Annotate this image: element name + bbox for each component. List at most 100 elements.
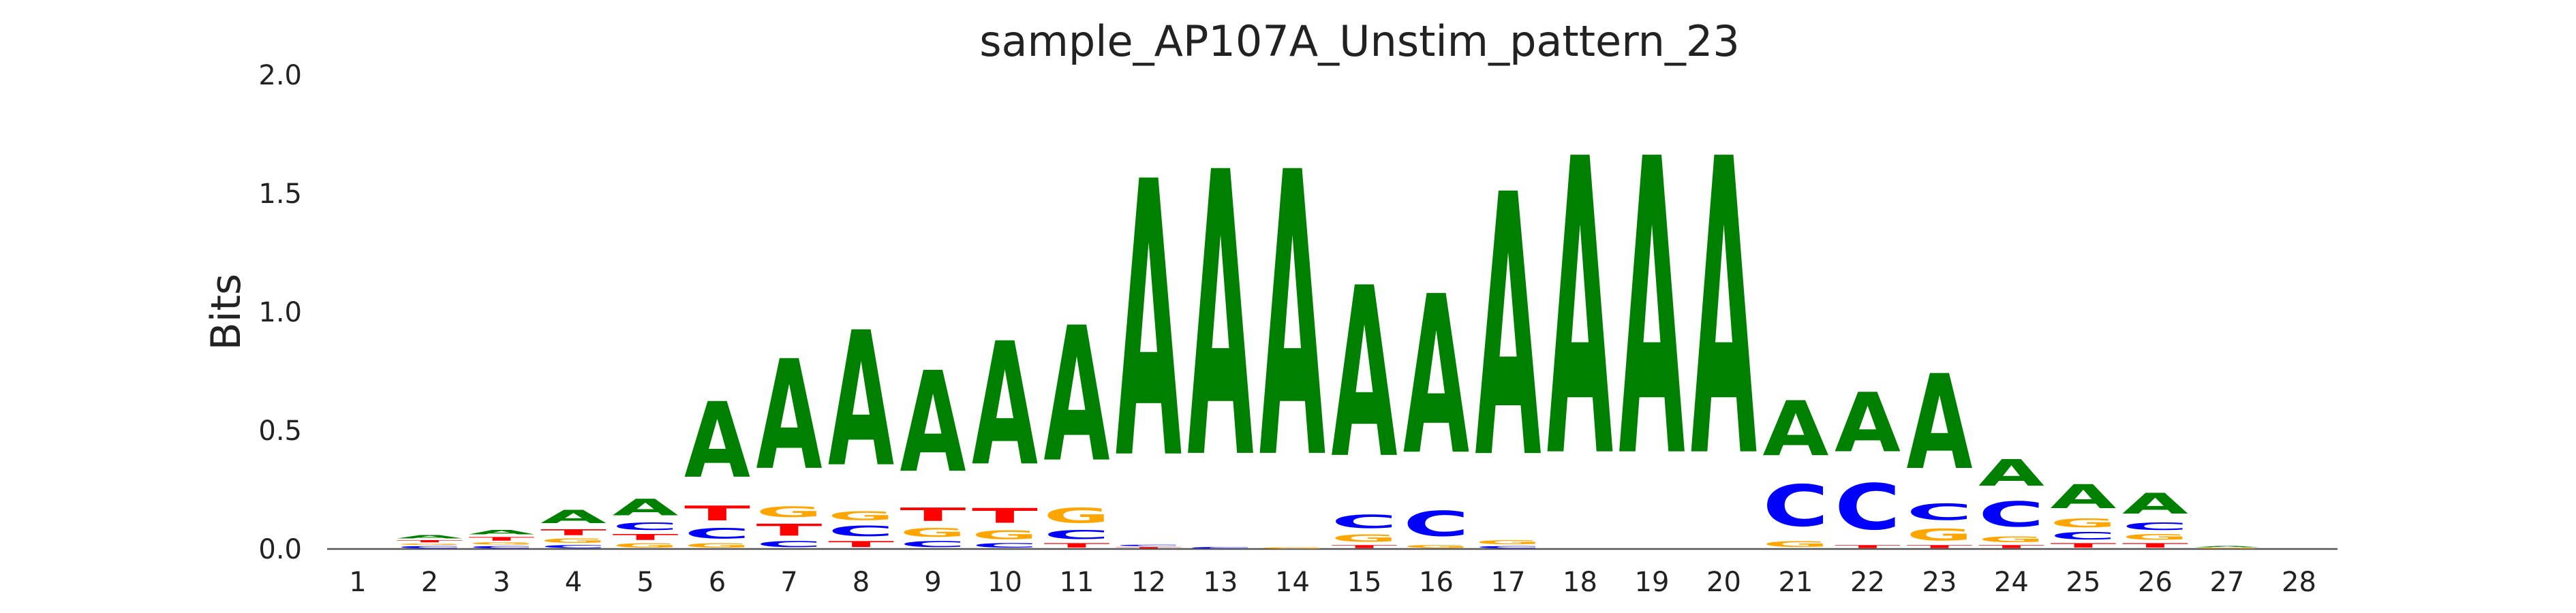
logo-letter-A-pos-4: A bbox=[540, 507, 607, 528]
x-tick-label: 13 bbox=[1203, 567, 1238, 598]
logo-letter-T-pos-2: T bbox=[397, 539, 463, 543]
x-tick-label: 22 bbox=[1850, 567, 1885, 598]
logo-letter-A-pos-19: A bbox=[1619, 74, 1686, 548]
x-tick-label: 20 bbox=[1706, 567, 1741, 598]
logo-letter-G-pos-15: G bbox=[1332, 533, 1398, 544]
logo-letter-C-pos-16: C bbox=[1403, 504, 1469, 544]
logo-letter-T-pos-12: T bbox=[1116, 547, 1182, 549]
x-tick-label: 26 bbox=[2138, 567, 2173, 598]
x-tick-label: 7 bbox=[780, 567, 797, 598]
logo-letter-A-pos-6: A bbox=[684, 381, 750, 501]
logo-letter-G-pos-2: G bbox=[397, 543, 463, 546]
x-tick-label: 18 bbox=[1563, 567, 1597, 598]
x-tick-label: 10 bbox=[987, 567, 1022, 598]
logo-letter-G-pos-26: G bbox=[2122, 533, 2188, 542]
logo-letter-C-pos-22: C bbox=[1835, 471, 1901, 544]
logo-letter-A-pos-26: A bbox=[2122, 488, 2188, 521]
logo-letter-A-pos-3: A bbox=[469, 529, 535, 535]
logo-letter-A-pos-17: A bbox=[1475, 119, 1542, 538]
x-tick-label: 9 bbox=[924, 567, 941, 598]
y-tick-label: 0.5 bbox=[258, 415, 302, 447]
x-tick-label: 23 bbox=[1922, 567, 1957, 598]
logo-letter-G-pos-14: G bbox=[1259, 546, 1325, 549]
y-tick-label: 1.5 bbox=[258, 178, 302, 210]
logo-letter-A-pos-11: A bbox=[1044, 288, 1110, 503]
logo-letter-G-pos-3: G bbox=[469, 542, 535, 546]
x-tick-label: 2 bbox=[421, 567, 438, 598]
logo-letter-T-pos-10: T bbox=[972, 504, 1038, 528]
logo-letter-A-pos-25: A bbox=[2051, 478, 2117, 516]
x-tick-label: 16 bbox=[1419, 567, 1454, 598]
x-tick-label: 24 bbox=[1994, 567, 2029, 598]
logo-letter-G-pos-5: G bbox=[613, 542, 679, 549]
logo-letter-A-pos-24: A bbox=[1978, 452, 2044, 494]
logo-letter-A-pos-10: A bbox=[972, 308, 1038, 504]
logo-letter-C-pos-13: C bbox=[1188, 547, 1254, 549]
logo-letter-C-pos-17: C bbox=[1475, 546, 1542, 549]
x-tick-label: 25 bbox=[2066, 567, 2101, 598]
logo-letter-C-pos-3: C bbox=[469, 546, 535, 549]
logo-letter-G-pos-4: G bbox=[540, 537, 607, 544]
logo-letter-C-pos-26: C bbox=[2122, 520, 2188, 532]
logo-letter-G-pos-16: G bbox=[1403, 544, 1469, 549]
logo-letter-T-pos-23: T bbox=[1907, 544, 1973, 549]
logo-letter-C-pos-7: C bbox=[756, 539, 823, 549]
logo-letter-G-pos-10: G bbox=[972, 528, 1038, 542]
logo-letter-A-pos-7: A bbox=[756, 329, 823, 504]
logo-letter-T-pos-6: T bbox=[684, 502, 750, 526]
logo-letter-A-pos-15: A bbox=[1332, 238, 1398, 510]
logo-letter-C-pos-6: C bbox=[684, 525, 750, 541]
logo-letter-A-pos-23: A bbox=[1907, 348, 1973, 499]
logo-letter-C-pos-9: C bbox=[900, 539, 966, 549]
logo-letter-A-pos-16: A bbox=[1403, 251, 1469, 503]
x-tick-label: 17 bbox=[1491, 567, 1526, 598]
x-tick-label: 21 bbox=[1779, 567, 1813, 598]
logo-letter-T-pos-22: T bbox=[1835, 544, 1901, 549]
x-tick-label: 27 bbox=[2210, 567, 2245, 598]
logo-letter-C-pos-23: C bbox=[1907, 499, 1973, 525]
x-tick-label: 4 bbox=[565, 567, 582, 598]
logo-letter-C-pos-4: C bbox=[540, 544, 607, 549]
chart-title: sample_AP107A_Unstim_pattern_23 bbox=[979, 16, 1740, 66]
x-tick-label: 1 bbox=[349, 567, 366, 598]
logo-letter-A-pos-2: A bbox=[397, 533, 463, 539]
logo-letter-T-pos-25: T bbox=[2051, 541, 2117, 548]
logo-letter-A-pos-13: A bbox=[1188, 91, 1255, 545]
logo-letter-A-pos-27: A bbox=[2194, 546, 2261, 548]
x-tick-label: 15 bbox=[1347, 567, 1382, 598]
logo-letter-C-pos-21: C bbox=[1763, 473, 1829, 540]
logo-letter-G-pos-25: G bbox=[2051, 516, 2117, 530]
x-tick-label: 11 bbox=[1060, 567, 1094, 598]
logo-letter-A-pos-8: A bbox=[828, 293, 894, 508]
x-tick-label: 19 bbox=[1635, 567, 1670, 598]
logo-letter-T-pos-7: T bbox=[756, 520, 823, 539]
logo-letter-G-pos-27: G bbox=[2194, 548, 2260, 549]
logo-letter-T-pos-11: T bbox=[1044, 541, 1110, 548]
x-tick-label: 8 bbox=[853, 567, 870, 598]
logo-letter-T-pos-26: T bbox=[2122, 541, 2188, 548]
logo-letter-A-pos-18: A bbox=[1547, 74, 1614, 548]
y-tick-label: 0.0 bbox=[258, 534, 302, 565]
logo-letter-T-pos-8: T bbox=[828, 539, 894, 549]
logo-letter-C-pos-11: C bbox=[1044, 528, 1110, 542]
logo-letter-A-pos-5: A bbox=[613, 494, 679, 520]
y-tick-label: 2.0 bbox=[258, 60, 302, 91]
logo-letter-G-pos-21: G bbox=[1763, 539, 1829, 549]
logo-letter-G-pos-23: G bbox=[1907, 525, 1973, 544]
logo-letter-T-pos-3: T bbox=[469, 536, 535, 542]
logo-letter-T-pos-15: T bbox=[1332, 544, 1398, 549]
x-tick-label: 28 bbox=[2282, 567, 2316, 598]
logo-letter-A-pos-14: A bbox=[1259, 91, 1326, 545]
logo-letter-A-pos-20: A bbox=[1691, 74, 1758, 548]
logo-letter-C-pos-2: C bbox=[397, 546, 463, 549]
logo-letter-G-pos-8: G bbox=[828, 509, 894, 523]
logo-letter-G-pos-17: G bbox=[1475, 539, 1542, 546]
logo-letter-G-pos-11: G bbox=[1044, 504, 1110, 528]
logo-letter-A-pos-21: A bbox=[1763, 385, 1829, 473]
logo-letter-C-pos-10: C bbox=[972, 542, 1038, 549]
logo-letter-C-pos-24: C bbox=[1978, 494, 2044, 535]
logo-letter-T-pos-4: T bbox=[540, 528, 607, 537]
x-tick-label: 3 bbox=[493, 567, 510, 598]
logo-letter-C-pos-5: C bbox=[613, 520, 679, 532]
